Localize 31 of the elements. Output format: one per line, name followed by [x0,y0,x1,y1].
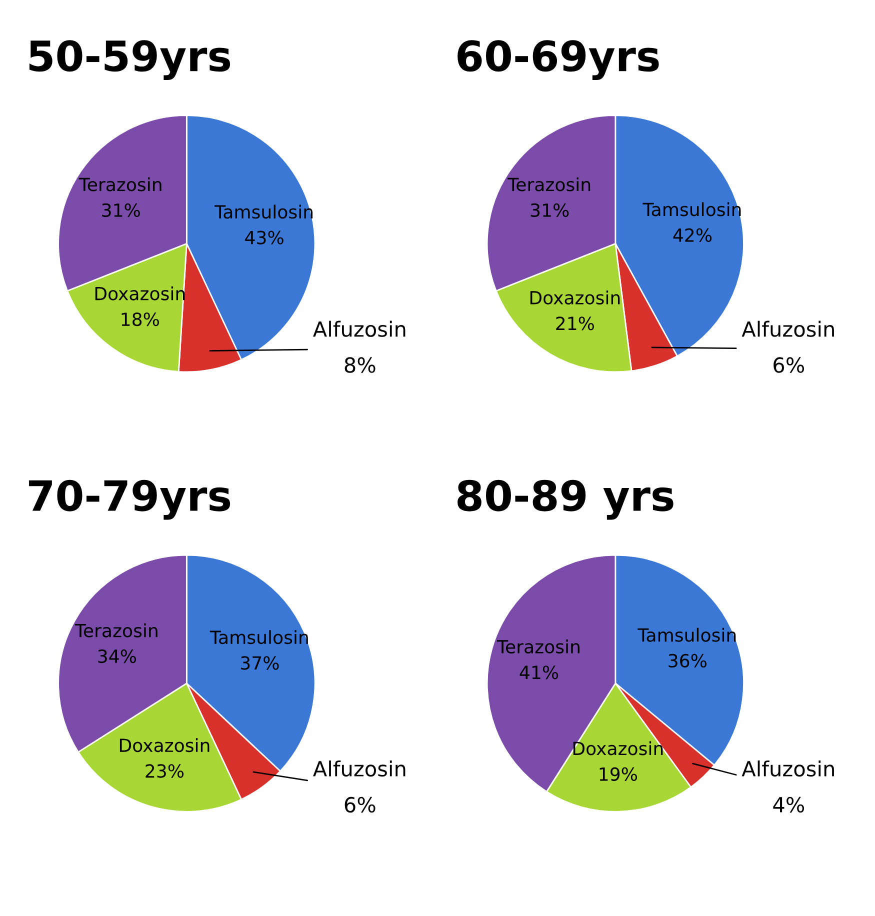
chart-title: 70-79yrs [29,480,230,520]
slice-label: Doxazosin [530,290,620,305]
slice-label: Doxazosin [120,738,210,752]
data-label: 43% [245,230,284,244]
slice-label: Alfuzosin [313,320,406,337]
slice-label: Terazosin [74,623,158,638]
slice-label: Terazosin [78,177,162,192]
chart-title: 60-69yrs [458,40,659,80]
data-label: 36% [668,654,706,668]
data-label: 6% [774,357,804,373]
data-label: 4% [773,796,804,813]
slice-label: Doxazosin [573,741,663,756]
chart-title: 50-59yrs [29,40,230,80]
slice-label: Alfuzosin [313,760,406,777]
data-label: 21% [556,316,594,330]
data-label: 31% [530,203,569,218]
data-label: 19% [600,767,637,781]
data-label: 42% [673,228,712,242]
data-label: 34% [98,649,136,664]
slice-label: Alfuzosin [742,760,834,777]
data-label: 23% [146,764,184,778]
slice-label: Alfuzosin [742,320,834,337]
data-label: 41% [520,666,558,680]
slice-label: Terazosin [508,177,590,192]
slice-label: Terazosin [496,640,580,654]
data-label: 6% [344,796,376,813]
data-label: 8% [344,357,376,373]
data-label: 18% [122,312,159,326]
data-label: 37% [241,656,279,670]
chart-title: 80-89 yrs [458,480,674,520]
data-label: 31% [102,203,140,218]
